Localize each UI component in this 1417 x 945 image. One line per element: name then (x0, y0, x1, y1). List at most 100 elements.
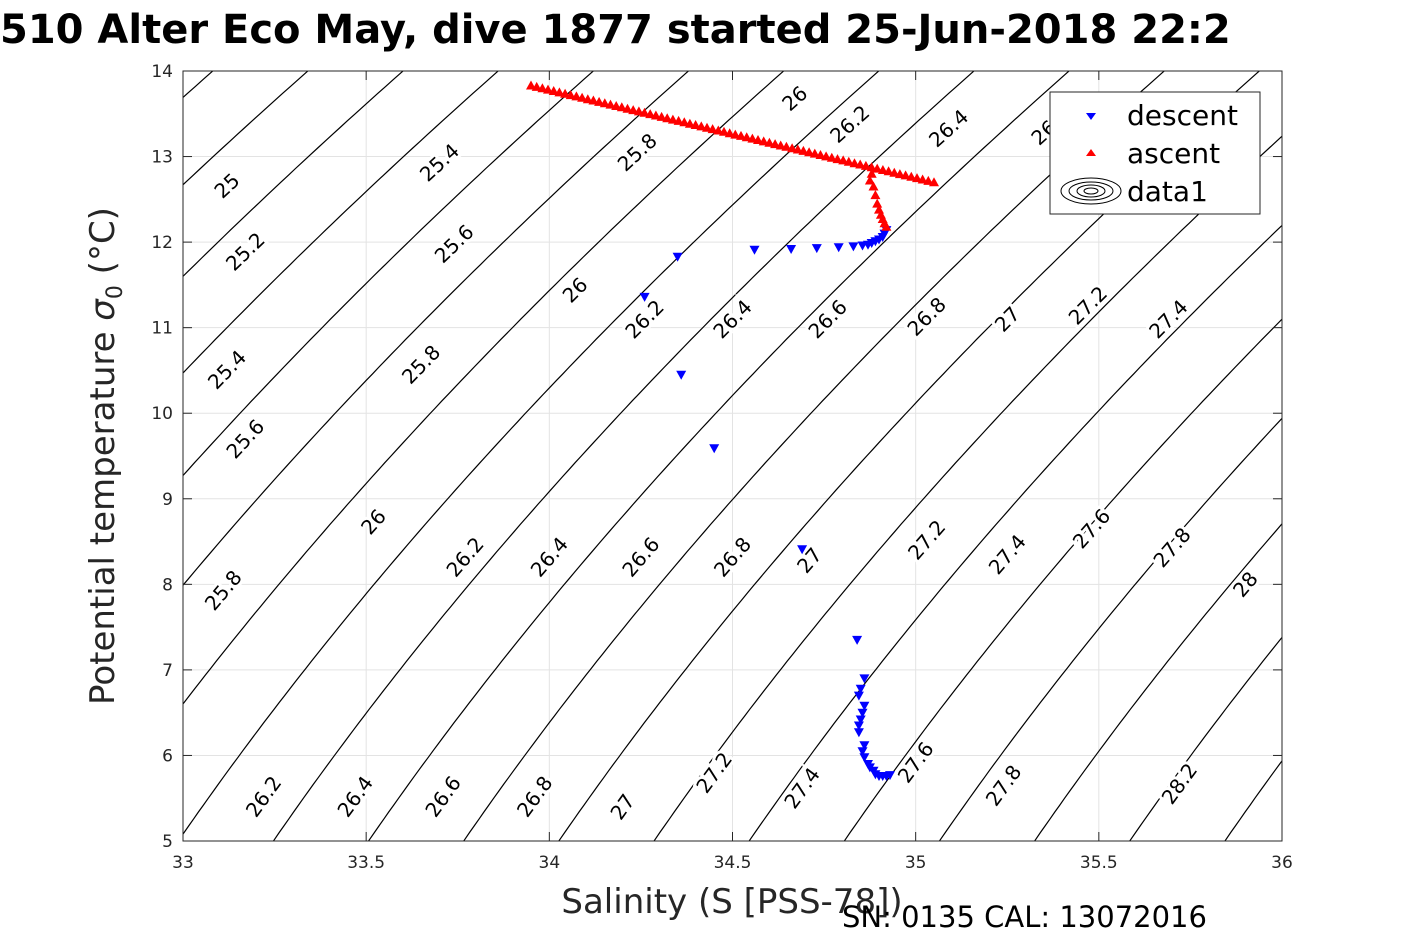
ascent-point (616, 102, 627, 112)
density-contours (183, 45, 1417, 866)
x-tick-label: 33 (172, 853, 194, 873)
ascent-point (696, 121, 707, 131)
legend-contour-icon (1060, 177, 1122, 205)
ascent-point (730, 129, 741, 139)
ascent-point (832, 154, 843, 164)
ascent-point (577, 92, 588, 102)
ascent-point (690, 120, 701, 129)
descent-point (855, 715, 866, 725)
ascent-point (872, 163, 883, 173)
ascent-point (792, 144, 803, 154)
density-contour-line (183, 71, 404, 278)
ascent-point (684, 118, 695, 128)
ascent-point (741, 132, 752, 142)
ascent-point (747, 133, 758, 143)
chart-title: 510 Alter Eco May, dive 1877 started 25-… (0, 7, 1231, 53)
x-tick-label: 34.5 (714, 853, 752, 873)
descent-point (853, 721, 864, 731)
ascent-point (537, 83, 548, 93)
ascent-point (594, 96, 605, 106)
density-contour-line (183, 71, 500, 374)
y-axis-label: Potential temperature σ0 (°C) (83, 207, 128, 705)
ascent-point (656, 111, 667, 121)
ascent-point (906, 171, 917, 181)
ascent-point (622, 103, 633, 113)
density-contour-line (183, 71, 785, 705)
ascent-point (628, 105, 639, 115)
density-contour-line (272, 71, 975, 841)
ascent-point (929, 177, 939, 187)
ascent-point (894, 169, 905, 179)
descent-point (676, 370, 687, 380)
y-tick-label: 8 (162, 575, 173, 595)
ascent-point (571, 91, 582, 101)
ascent-point (582, 94, 593, 104)
ascent-point (662, 113, 673, 123)
descent-point (639, 292, 650, 302)
ascent-point (753, 135, 763, 144)
ascent-point (719, 126, 729, 136)
descent-point (672, 252, 683, 262)
ascent-point (543, 84, 553, 94)
ascent-point (702, 122, 712, 132)
ascent-point (548, 86, 559, 95)
ascent-point (912, 173, 922, 183)
y-tick-label: 11 (151, 319, 173, 339)
ascent-point (707, 124, 718, 134)
ascent-point (554, 87, 565, 97)
ascent-point (588, 95, 599, 105)
legend-data1-label: data1 (1127, 175, 1208, 208)
ascent-point (866, 162, 877, 172)
descent-point (859, 701, 870, 711)
ascent-point (815, 150, 826, 159)
descent-point (833, 243, 844, 253)
density-contour-line (843, 318, 1282, 841)
ascent-point (758, 136, 769, 146)
density-contour-line (183, 71, 595, 477)
legend-box (1049, 91, 1261, 215)
ascent-point (764, 137, 775, 147)
ascent-point (736, 130, 746, 140)
ascent-point (843, 156, 854, 166)
ascent-point (821, 151, 832, 161)
density-contour-line (462, 71, 1166, 841)
y-tick-label: 5 (162, 832, 173, 852)
x-tick-label: 35.5 (1080, 853, 1118, 873)
descent-point (857, 747, 868, 757)
ascent-point (923, 175, 934, 185)
ascent-point (868, 181, 879, 191)
descent-point (885, 771, 895, 781)
legend-ascent-label: ascent (1127, 137, 1220, 170)
ascent-point (770, 139, 781, 149)
y-tick-label: 10 (151, 404, 173, 424)
descent-point (855, 684, 866, 694)
ascent-point (781, 141, 792, 151)
ascent-point (798, 145, 809, 155)
descent-point (859, 753, 870, 763)
density-contour-line (1398, 45, 1417, 866)
density-contour-line (1128, 636, 1282, 841)
ascent-point (826, 152, 837, 162)
ascent-point (531, 81, 542, 91)
density-contour-line (183, 71, 690, 587)
ascent-point (565, 90, 576, 100)
x-tick-label: 36 (1271, 853, 1293, 873)
descent-point (852, 635, 863, 645)
ascent-point (849, 158, 860, 168)
legend-descent-marker (1086, 113, 1096, 120)
x-axis-label: Salinity (S [PSS-78]) (561, 882, 902, 922)
ascent-point (560, 88, 571, 98)
density-contour-line (1033, 522, 1282, 841)
descent-point (749, 245, 760, 255)
legend-descent-label: descent (1127, 99, 1238, 132)
ascent-point (883, 166, 894, 176)
x-tick-label: 35 (905, 853, 927, 873)
descent-point (848, 242, 859, 252)
ascent-point (639, 107, 650, 117)
x-tick-label: 33.5 (347, 853, 385, 873)
y-tick-label: 12 (151, 233, 173, 253)
density-contour-line (183, 71, 880, 836)
ascent-point (866, 168, 877, 178)
density-contour-line (1303, 45, 1417, 866)
